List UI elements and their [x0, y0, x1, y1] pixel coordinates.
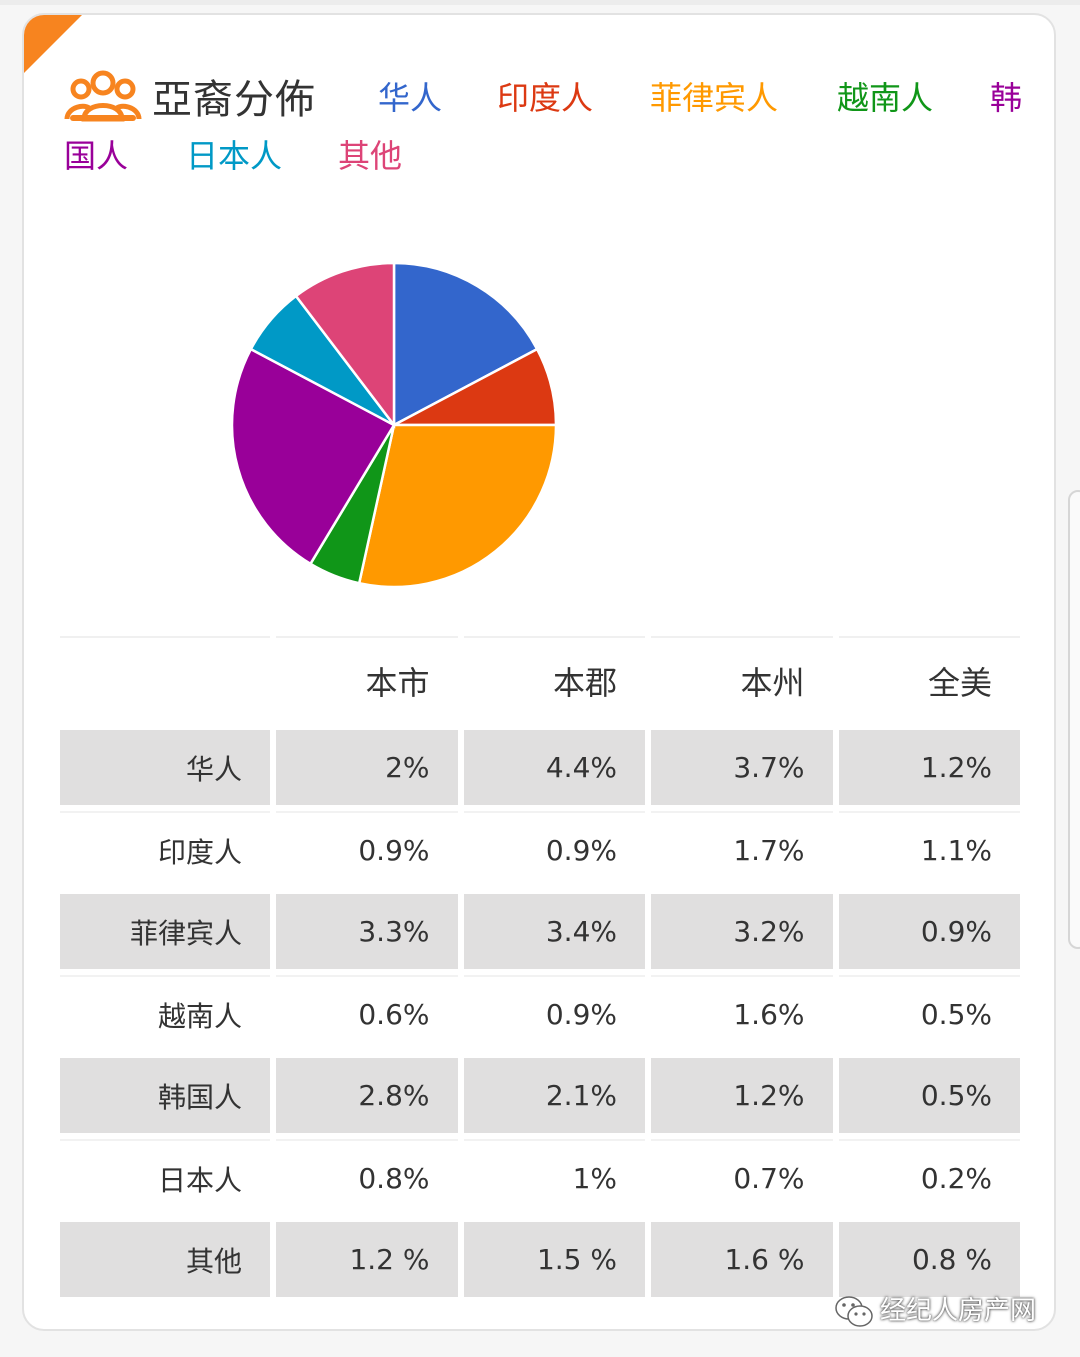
table-cell: 2.8%: [276, 1058, 458, 1133]
table-cell: 0.7%: [651, 1139, 833, 1216]
row-label: 日本人: [60, 1139, 270, 1216]
table-cell: 4.4%: [463, 730, 645, 805]
table-cell: 0.9%: [276, 811, 458, 888]
table-row: 日本人 0.8% 1% 0.7% 0.2%: [60, 1139, 1020, 1216]
row-label: 菲律宾人: [60, 894, 270, 969]
table-cell: 2%: [276, 730, 458, 805]
table-cell: 3.3%: [276, 894, 458, 969]
table-cell: 1%: [463, 1139, 645, 1216]
row-label: 印度人: [60, 811, 270, 888]
top-divider: [0, 0, 1080, 5]
pie-slice-0[interactable]: [392, 261, 539, 428]
table-row: 菲律宾人 3.3% 3.4% 3.2% 0.9%: [60, 894, 1020, 969]
table-cell: 1.2%: [651, 1058, 833, 1133]
header-cell-county: 本郡: [463, 636, 645, 724]
table-cell: 0.9%: [838, 894, 1020, 969]
legend-item-indian[interactable]: 印度人: [497, 79, 594, 117]
table-row: 越南人 0.6% 0.9% 1.6% 0.5%: [60, 975, 1020, 1052]
pie-slice-4[interactable]: [230, 347, 396, 566]
legend-item-chinese[interactable]: 华人: [378, 79, 443, 117]
table-cell: 2.1%: [463, 1058, 645, 1133]
table-cell: 1.6 %: [651, 1222, 833, 1297]
table-header-row: 本市 本郡 本州 全美: [60, 636, 1020, 724]
corner-accent: [24, 15, 82, 73]
row-label: 其他: [60, 1222, 270, 1297]
watermark-text: 经纪人房产网: [880, 1296, 1037, 1326]
table-cell: 0.8%: [276, 1139, 458, 1216]
table-cell: 1.1%: [838, 811, 1020, 888]
pie-slice-6[interactable]: [294, 261, 396, 429]
table-cell: 1.5 %: [463, 1222, 645, 1297]
card-title: 亞裔分佈: [152, 77, 316, 123]
table-row: 其他 1.2 % 1.5 % 1.6 % 0.8 %: [60, 1222, 1020, 1297]
watermark: 经纪人房产网: [834, 1290, 1036, 1329]
table-cell: 0.2%: [838, 1139, 1020, 1216]
table-cell: 0.6%: [276, 975, 458, 1052]
header-cell-national: 全美: [838, 636, 1020, 724]
table-cell: 0.5%: [838, 1058, 1020, 1133]
table-cell: 3.7%: [651, 730, 833, 805]
header-cell-city: 本市: [276, 636, 458, 724]
table-cell: 1.2%: [838, 730, 1020, 805]
table-cell: 0.9%: [463, 811, 645, 888]
table-row: 印度人 0.9% 0.9% 1.7% 1.1%: [60, 811, 1020, 888]
table-cell: 1.2 %: [276, 1222, 458, 1297]
row-label: 华人: [60, 730, 270, 805]
table-cell: 3.4%: [463, 894, 645, 969]
table-cell: 1.6%: [651, 975, 833, 1052]
table-cell: 3.2%: [651, 894, 833, 969]
asian-distribution-card: 亞裔分佈 华人 印度人 菲律宾人 越南人 韩 国人 日本人 其他 本市 本郡 本…: [22, 13, 1056, 1331]
header-cell-state: 本州: [651, 636, 833, 724]
legend-item-filipino[interactable]: 菲律宾人: [650, 79, 779, 117]
row-label: 韩国人: [60, 1058, 270, 1133]
wechat-icon: [835, 1295, 873, 1327]
table-cell: 0.5%: [838, 975, 1020, 1052]
legend-item-korean[interactable]: 韩: [990, 79, 1023, 117]
scrollbar-handle[interactable]: [1068, 490, 1080, 949]
table-cell: 1.7%: [651, 811, 833, 888]
table-row: 华人 2% 4.4% 3.7% 1.2%: [60, 730, 1020, 805]
pie-slice-2[interactable]: [357, 423, 558, 589]
legend-item-vietnamese[interactable]: 越南人: [837, 79, 934, 117]
pie-chart: [230, 261, 558, 589]
legend-item-other[interactable]: 其他: [338, 137, 403, 175]
table-cell: 0.9%: [463, 975, 645, 1052]
table-cell: 0.8 %: [838, 1222, 1020, 1297]
header-cell-empty: [60, 636, 270, 724]
legend-item-korean-continued[interactable]: 国人: [64, 137, 129, 175]
row-label: 越南人: [60, 975, 270, 1052]
legend-item-japanese[interactable]: 日本人: [186, 137, 283, 175]
stats-table: 本市 本郡 本州 全美 华人 2% 4.4% 3.7% 1.2% 印度人 0.9…: [54, 630, 1026, 1303]
table-row: 韩国人 2.8% 2.1% 1.2% 0.5%: [60, 1058, 1020, 1133]
people-group-icon: [64, 70, 142, 122]
